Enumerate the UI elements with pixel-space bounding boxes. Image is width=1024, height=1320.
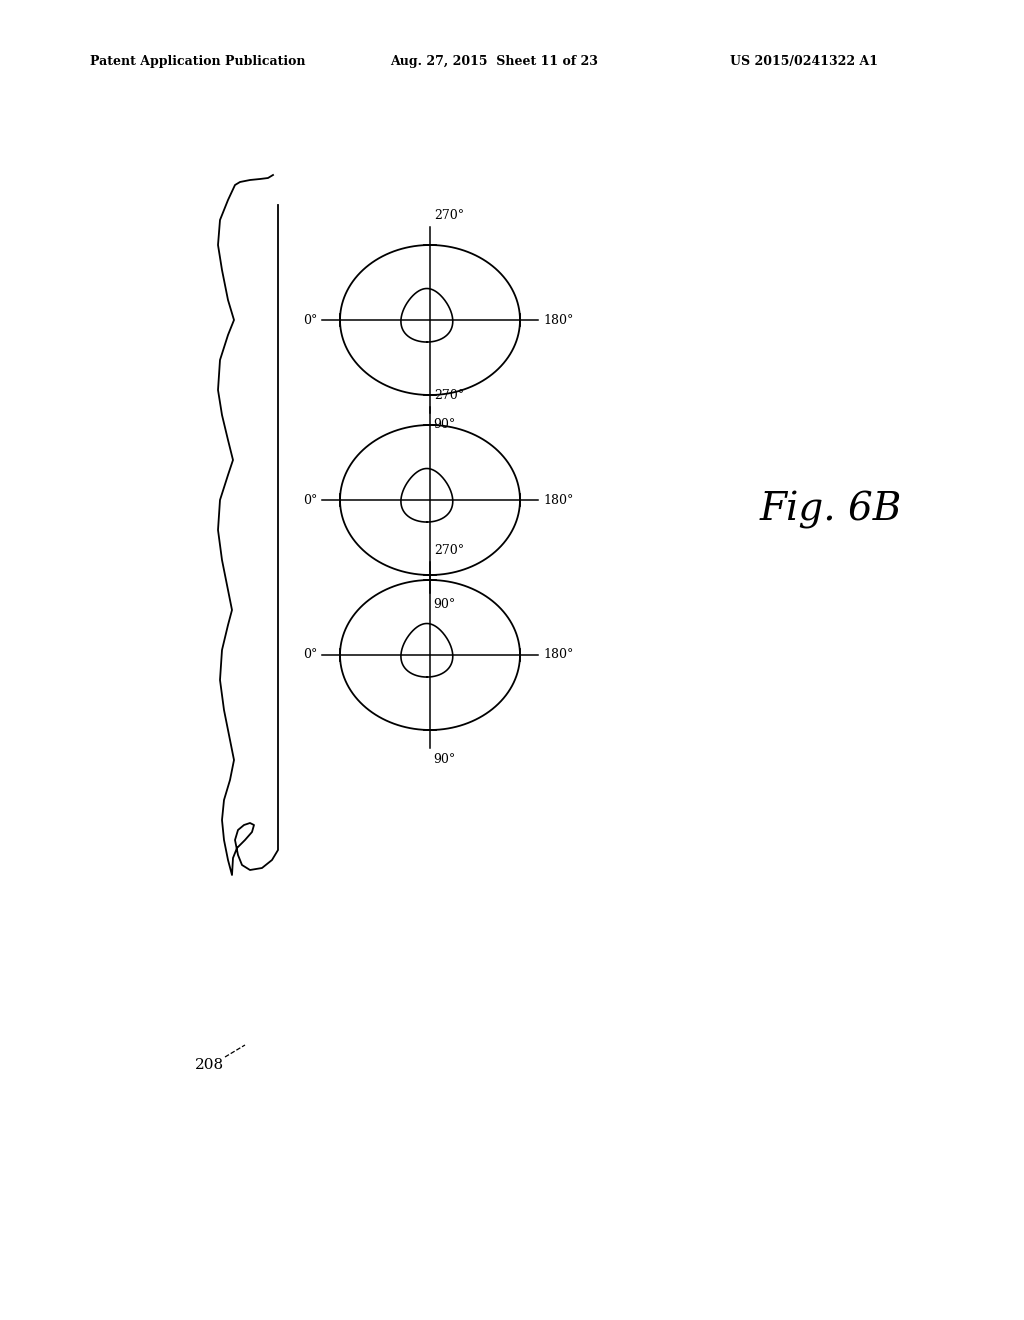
Text: 180°: 180° (543, 314, 573, 326)
Text: 270°: 270° (434, 209, 464, 222)
Text: Patent Application Publication: Patent Application Publication (90, 55, 305, 69)
Text: 270°: 270° (434, 544, 464, 557)
Text: Fig. 6B: Fig. 6B (760, 491, 902, 529)
Text: US 2015/0241322 A1: US 2015/0241322 A1 (730, 55, 878, 69)
Text: 270°: 270° (434, 389, 464, 403)
Text: 208: 208 (196, 1059, 224, 1072)
Text: Aug. 27, 2015  Sheet 11 of 23: Aug. 27, 2015 Sheet 11 of 23 (390, 55, 598, 69)
Text: 90°: 90° (433, 752, 456, 766)
Text: 180°: 180° (543, 648, 573, 661)
Text: 180°: 180° (543, 494, 573, 507)
Text: 0°: 0° (303, 494, 317, 507)
Text: 0°: 0° (303, 648, 317, 661)
Text: 90°: 90° (433, 418, 456, 432)
Text: 0°: 0° (303, 314, 317, 326)
Text: 90°: 90° (433, 598, 456, 611)
